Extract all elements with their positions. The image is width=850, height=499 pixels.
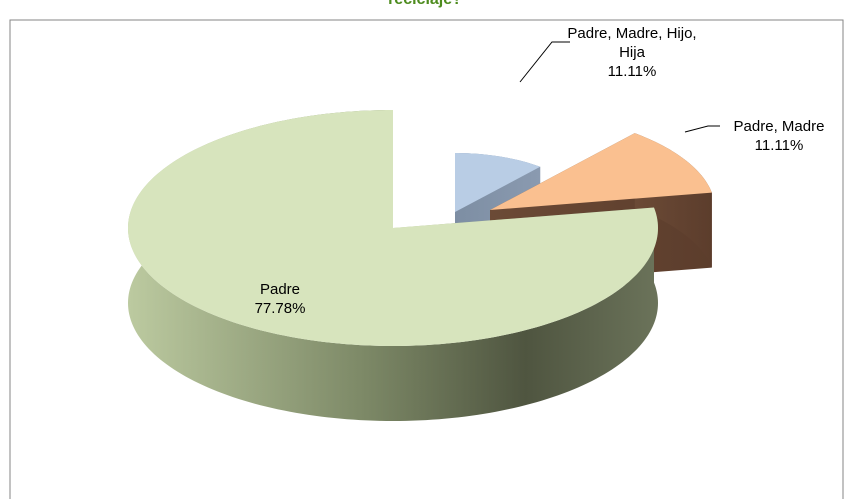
- slices: [128, 110, 712, 421]
- slice: [128, 110, 658, 346]
- slice-label: Padre, Madre 11.11%: [714, 117, 844, 155]
- value-label: 11.11%: [754, 137, 804, 154]
- plot-border: [9, 19, 844, 499]
- leader-line: [519, 41, 570, 83]
- slice: [455, 153, 541, 212]
- category-label: Padre: [259, 281, 301, 298]
- slice-label: Padre, Madre, Hijo, Hija 11.11%: [566, 24, 698, 81]
- category-label: Padre, Madre: [733, 118, 825, 135]
- slice-label: Padre 77.78%: [220, 280, 340, 318]
- category-label: Padre, Madre, Hijo, Hija: [567, 25, 697, 61]
- slice: [490, 133, 712, 210]
- value-label: 11.11%: [607, 63, 657, 80]
- leader-line: [684, 125, 720, 133]
- chart-title: reciclaje?: [388, 0, 462, 8]
- value-label: 77.78%: [254, 300, 306, 317]
